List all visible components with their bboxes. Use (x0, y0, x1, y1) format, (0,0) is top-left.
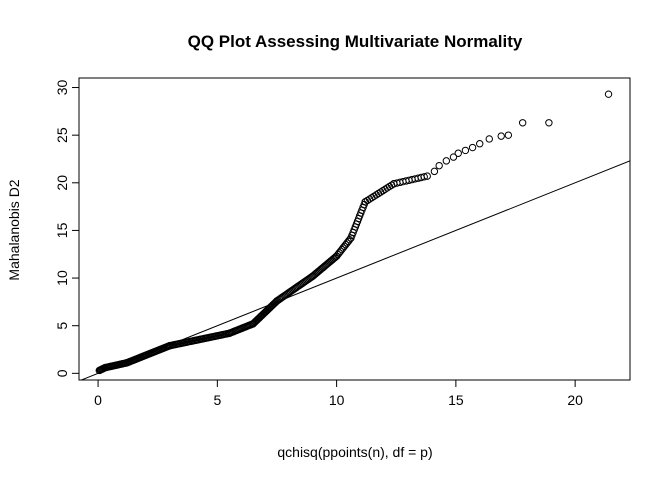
data-point (497, 132, 505, 140)
data-point (545, 119, 553, 127)
y-tick-label: 20 (54, 175, 70, 191)
data-points (95, 90, 613, 375)
y-tick-label: 15 (54, 222, 70, 238)
data-point (442, 157, 451, 165)
data-point (485, 135, 493, 143)
y-axis: 0 5 10 15 20 25 30 (54, 80, 80, 377)
x-tick-label: 15 (448, 392, 464, 408)
data-point (345, 235, 354, 244)
x-tick-label: 20 (567, 392, 583, 408)
y-tick-label: 5 (54, 322, 70, 330)
data-point (420, 173, 428, 181)
data-point (331, 253, 340, 261)
data-point (423, 172, 431, 180)
x-tick-label: 0 (94, 392, 102, 408)
data-point (476, 140, 484, 148)
x-tick-label: 5 (213, 392, 221, 408)
y-tick-label: 25 (54, 127, 70, 143)
y-tick-label: 10 (54, 270, 70, 286)
data-point (449, 153, 458, 161)
data-point (468, 143, 477, 152)
chart-title: QQ Plot Assessing Multivariate Normality (188, 32, 523, 51)
data-point (504, 131, 513, 139)
y-tick-label: 30 (54, 80, 70, 96)
data-point (430, 167, 439, 176)
data-point (435, 161, 443, 170)
data-point (518, 119, 527, 127)
x-axis-label: qchisq(ppoints(n), df = p) (277, 444, 432, 460)
plot-frame (78, 77, 631, 381)
x-tick-label: 10 (329, 392, 345, 408)
data-point (604, 90, 613, 98)
data-point (461, 146, 470, 155)
y-tick-label: 0 (54, 369, 70, 377)
data-point (454, 149, 462, 157)
x-axis: 0 5 10 15 20 (94, 379, 583, 408)
y-axis-label: Mahalanobis D2 (6, 179, 22, 280)
